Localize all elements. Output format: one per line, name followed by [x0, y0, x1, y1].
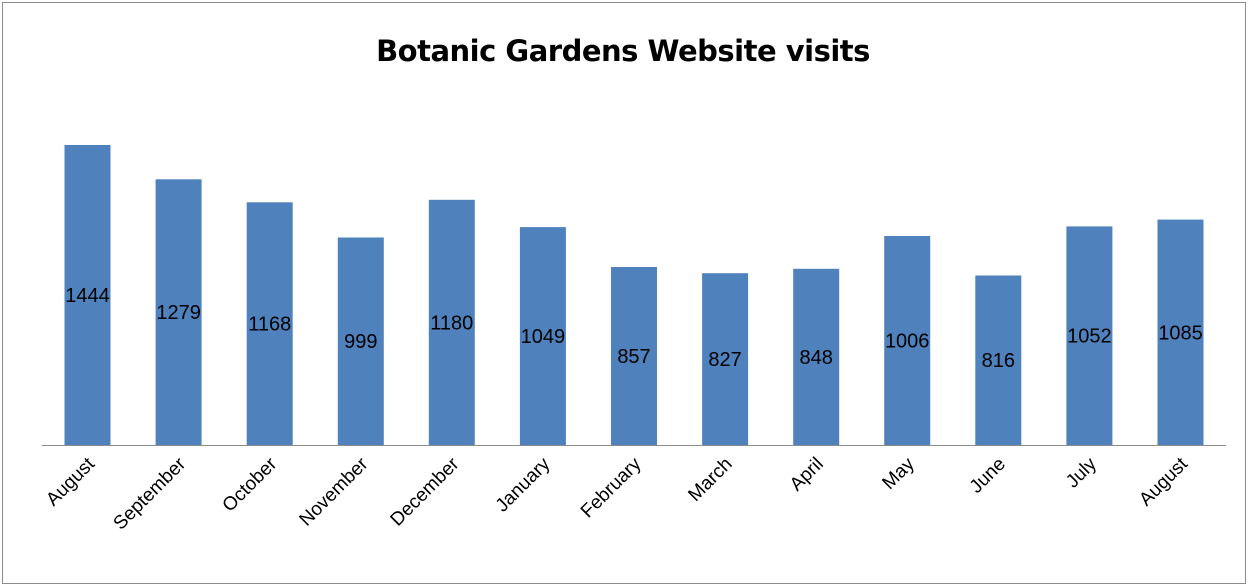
- x-tick-label: August: [42, 453, 99, 510]
- data-label: 1444: [65, 285, 110, 307]
- x-tick-label: August: [1135, 453, 1192, 510]
- data-label: 1049: [521, 326, 566, 348]
- x-tick-label: May: [878, 453, 919, 494]
- data-label: 816: [982, 350, 1015, 372]
- data-label: 1085: [1158, 322, 1203, 344]
- x-tick-label: December: [387, 453, 464, 530]
- x-tick-labels-layer: August September October November December Ja…: [42, 453, 1192, 534]
- x-tick-label: January: [492, 453, 555, 516]
- x-tick-label: February: [577, 453, 646, 522]
- x-tick-label: March: [684, 454, 736, 506]
- x-tick-label: September: [110, 453, 191, 534]
- bar-march-7: [702, 273, 749, 445]
- data-label: 1279: [156, 302, 201, 324]
- chart-title: Botanic Gardens Website visits: [376, 34, 870, 68]
- bar-january-5: [519, 227, 566, 445]
- data-label: 999: [344, 331, 377, 353]
- data-labels-layer: 1444 1279 1168 999 1180 1049 857 827 848 1006 816 1…: [65, 285, 1203, 372]
- data-label: 848: [800, 347, 833, 369]
- bar-december-4: [428, 199, 475, 445]
- bar-july-11: [1066, 226, 1113, 445]
- data-label: 1052: [1067, 326, 1112, 348]
- x-tick-label: April: [786, 454, 828, 496]
- x-tick-label: June: [966, 454, 1010, 498]
- bar-november-3: [337, 237, 384, 445]
- x-tick-label: October: [219, 453, 282, 516]
- x-tick-label: November: [296, 453, 373, 530]
- bar-june-10: [975, 275, 1022, 445]
- data-label: 1180: [430, 312, 473, 334]
- bar-february-6: [611, 267, 657, 445]
- bar-august-12: [1157, 219, 1204, 445]
- x-tick-label: July: [1062, 453, 1101, 492]
- data-label: 1006: [885, 331, 930, 353]
- bar-september-1: [155, 179, 202, 446]
- data-label: 827: [708, 349, 741, 371]
- bars-layer: [64, 145, 1204, 446]
- data-label: 857: [617, 346, 650, 368]
- bar-may-9: [884, 236, 931, 445]
- bar-april-8: [793, 268, 840, 445]
- bar-august-0: [64, 145, 111, 445]
- bar-october-2: [246, 202, 293, 445]
- data-label: 1168: [248, 314, 291, 336]
